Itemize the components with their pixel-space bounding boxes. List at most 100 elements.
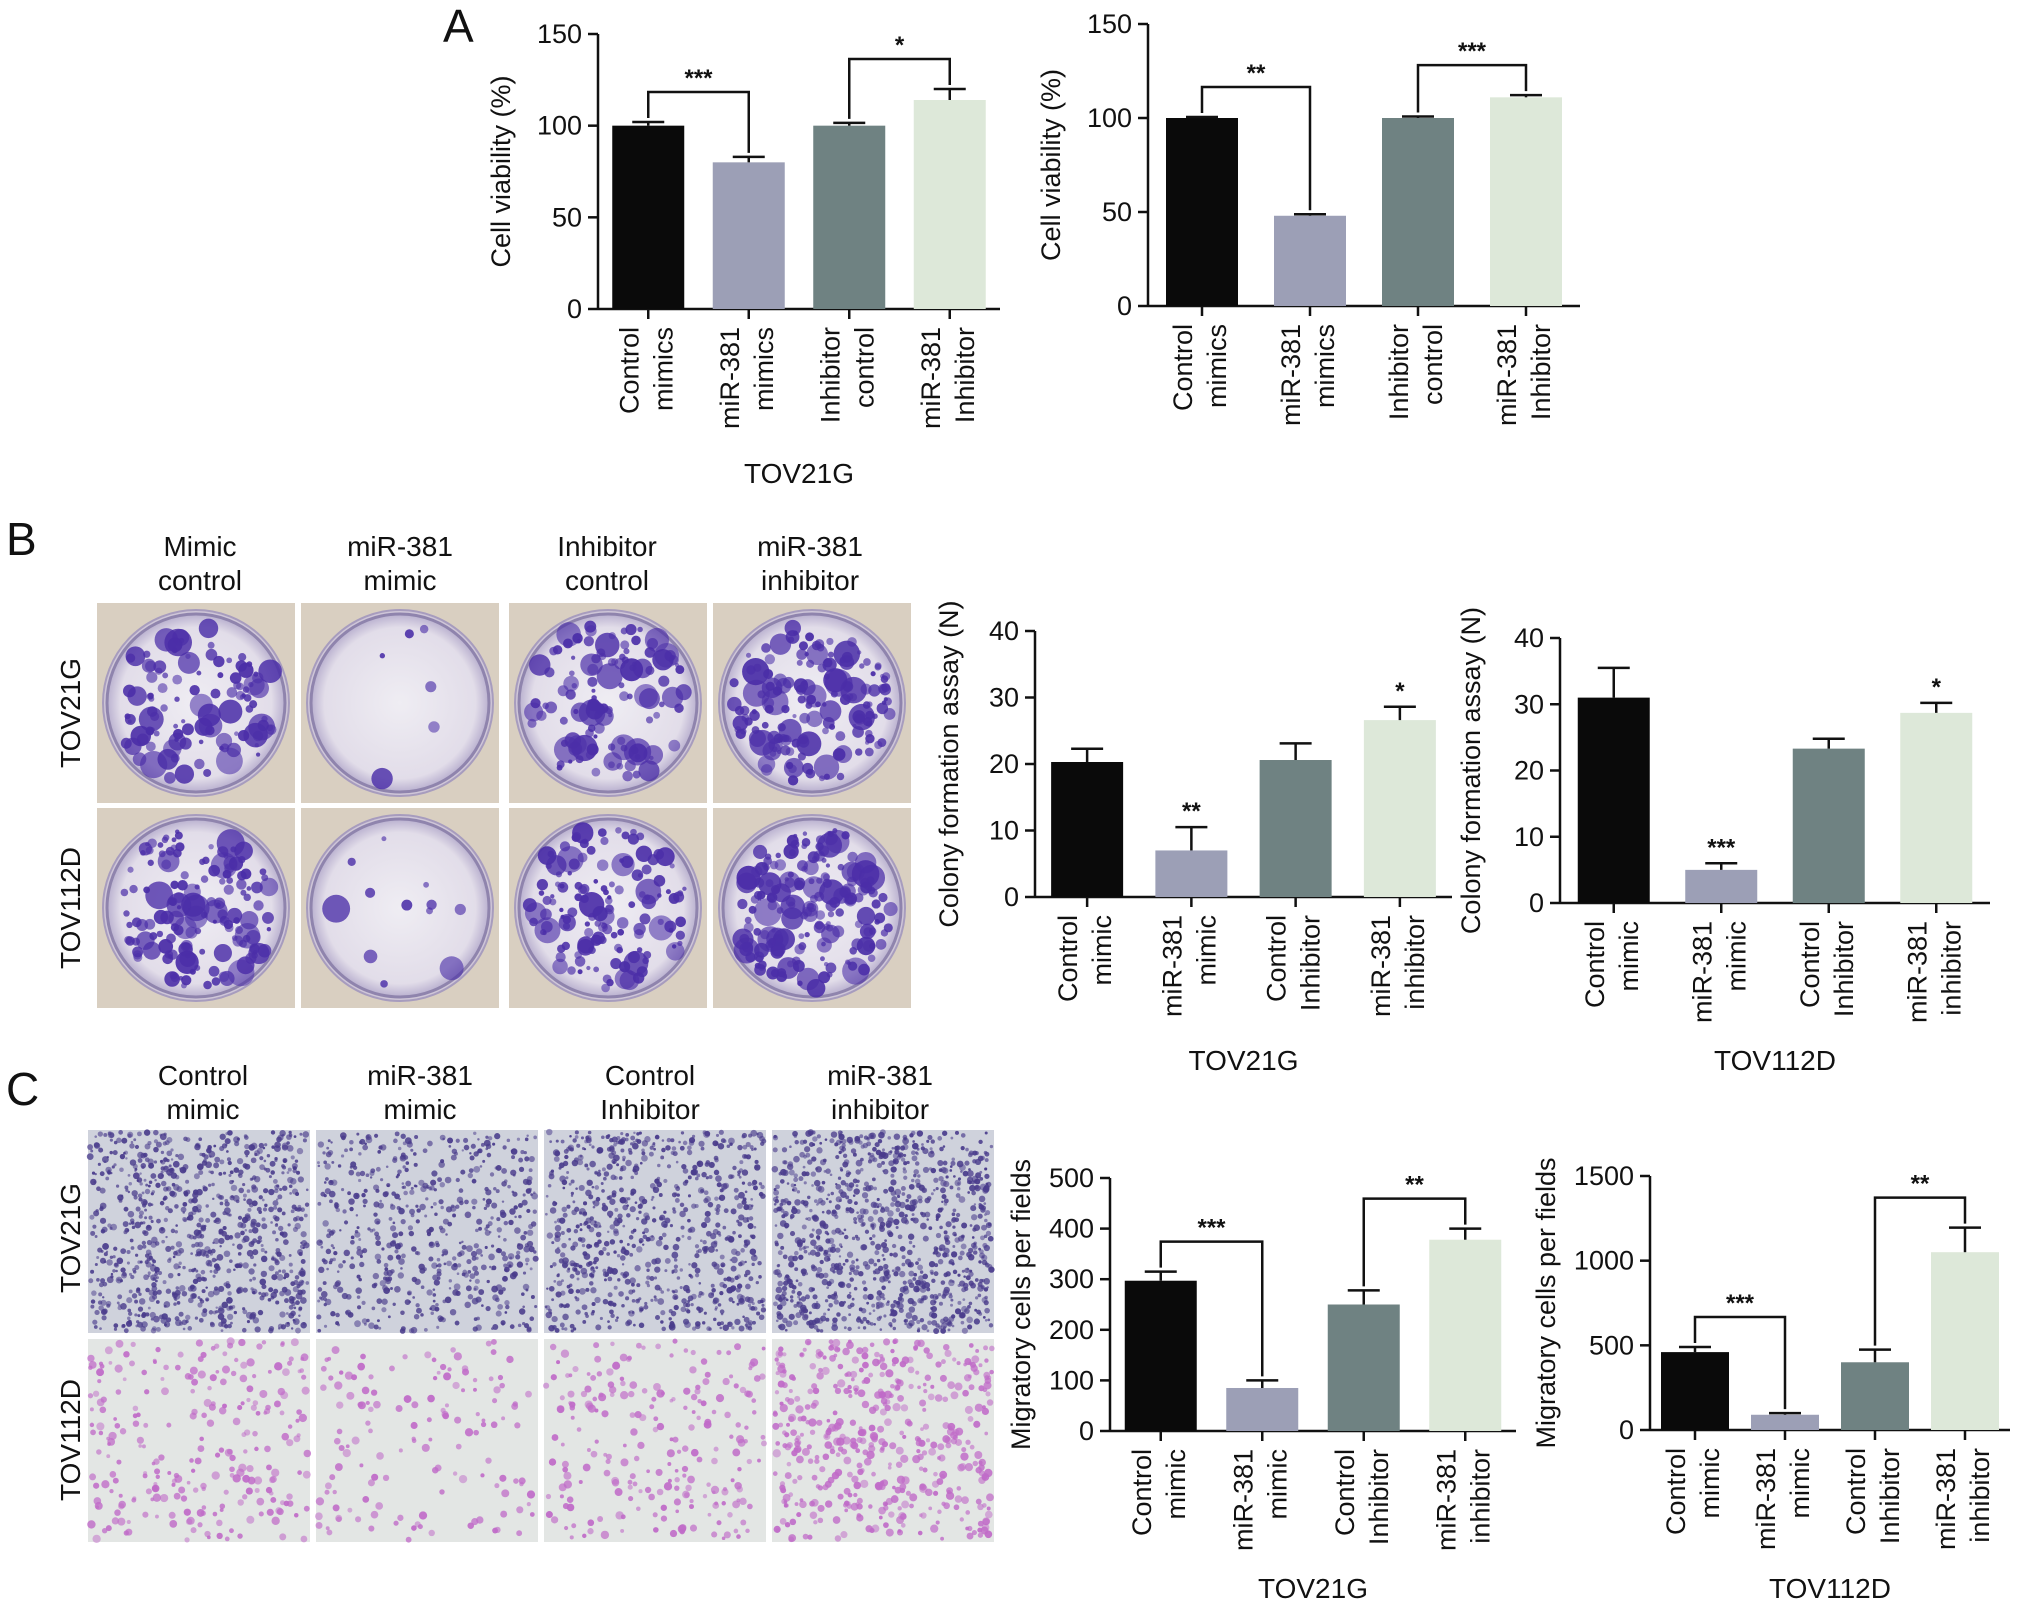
x-tick-label: Control mimics (1168, 324, 1232, 411)
transwell-micrograph (86, 1129, 310, 1334)
x-tick-label: miR-381 mimic (1157, 915, 1221, 1017)
y-tick-label: 30 (1514, 689, 1544, 719)
transwell-row-label: TOV21G (55, 1183, 86, 1293)
y-tick-label: 40 (1514, 623, 1544, 653)
panel-label-a: A (443, 0, 474, 52)
chart-a1: 0 50 100 150 Cell viability (%) Control mimics… (486, 19, 1000, 489)
x-tick-label: miR-381 mimic (1751, 1448, 1815, 1550)
y-tick-label: 500 (1589, 1330, 1634, 1360)
y-tick-label: 50 (1102, 197, 1132, 227)
transwell-micrograph (772, 1338, 995, 1543)
y-tick-label: 0 (1529, 888, 1544, 918)
y-tick-label: 100 (537, 111, 582, 141)
colony-plate-photo (301, 808, 499, 1008)
transwell-micrograph (543, 1338, 767, 1542)
significance-label: *** (1458, 38, 1487, 65)
transwell-micrograph (315, 1339, 538, 1543)
x-tick-label: miR-381 mimics (1276, 324, 1340, 426)
colony-row-label: TOV21G (55, 658, 86, 768)
colony-plate-photo (97, 603, 295, 803)
bar (1429, 1239, 1502, 1431)
significance-bracket (1200, 85, 1312, 211)
x-tick-label: miR-381 inhibitor (1366, 915, 1430, 1017)
x-tick-label: miR-381 mimics (715, 327, 779, 429)
colony-plate-photo (97, 808, 295, 1008)
x-tick-label: miR-381 mimic (1687, 921, 1751, 1023)
chart-c1: 0 100 200 300 400 500 Migratory cells per fiel… (1006, 1159, 1516, 1604)
x-tick-label: Control Inhibitor (1330, 1449, 1394, 1545)
bar (1685, 869, 1758, 903)
bar (1363, 720, 1436, 897)
bar (1841, 1362, 1909, 1430)
y-tick-label: 300 (1049, 1264, 1094, 1294)
x-tick-label: miR-381 inhibitor (1902, 921, 1966, 1023)
transwell-micrograph (316, 1130, 539, 1334)
x-axis-label: TOV21G (1258, 1573, 1368, 1604)
y-axis-label: Migratory cells per fields (1531, 1157, 1561, 1448)
colony-column-label: miR-381 mimic (347, 531, 453, 596)
y-tick-label: 0 (1619, 1415, 1634, 1445)
bar (712, 162, 785, 309)
y-tick-label: 1500 (1574, 1161, 1634, 1191)
bar (1751, 1414, 1819, 1430)
significance-label: *** (1197, 1215, 1226, 1242)
significance-bracket (1159, 1240, 1264, 1377)
x-tick-label: Inhibitor control (815, 327, 879, 423)
y-tick-label: 500 (1049, 1163, 1094, 1193)
y-tick-label: 0 (1079, 1416, 1094, 1446)
bar (1274, 215, 1346, 306)
y-tick-label: 100 (1049, 1365, 1094, 1395)
x-tick-label: miR-381 Inhibitor (1492, 324, 1556, 426)
transwell-column-label: miR-381 inhibitor (827, 1060, 933, 1125)
y-tick-label: 1000 (1574, 1246, 1634, 1276)
y-axis-label: Colony formation assay (N) (1456, 607, 1486, 934)
colony-plate-photo (301, 603, 499, 803)
y-tick-label: 0 (1004, 882, 1019, 912)
bar (1792, 748, 1865, 903)
y-tick-label: 200 (1049, 1315, 1094, 1345)
x-tick-label: miR-381 inhibitor (1931, 1448, 1995, 1550)
significance-bracket (1416, 63, 1528, 113)
significance-label: ** (1405, 1172, 1424, 1199)
y-tick-label: 0 (567, 294, 582, 324)
x-tick-label: miR-381 mimic (1228, 1449, 1292, 1551)
colony-plate-photo (509, 808, 707, 1008)
y-tick-label: 0 (1117, 291, 1132, 321)
significance-label: *** (684, 65, 713, 92)
y-axis-label: Cell viability (%) (1036, 69, 1066, 261)
y-tick-label: 150 (537, 19, 582, 49)
transwell-column-label: miR-381 mimic (367, 1060, 473, 1125)
significance-label: *** (1707, 834, 1736, 861)
bar (1155, 850, 1228, 897)
panel-label-c: C (6, 1063, 39, 1115)
bar (1382, 118, 1454, 306)
y-tick-label: 20 (1514, 756, 1544, 786)
bar (813, 125, 886, 310)
significance-bracket (848, 57, 951, 119)
chart-b2: 0 10 20 30 40 Colony formation assay (N) Contr… (1456, 607, 1990, 1076)
transwell-row-label: TOV112D (55, 1379, 86, 1501)
significance-label: * (1395, 678, 1405, 705)
significance-label: *** (1726, 1290, 1755, 1317)
significance-label: * (895, 32, 905, 59)
significance-label: * (1932, 674, 1942, 701)
y-tick-label: 40 (989, 616, 1019, 646)
y-tick-label: 30 (989, 683, 1019, 713)
x-axis-label: TOV112D (1769, 1573, 1891, 1604)
bar (612, 125, 685, 310)
transwell-micrograph (544, 1128, 767, 1333)
colony-column-label: Mimic control (158, 531, 242, 596)
chart-a2: 0 50 100 150 Cell viability (%) Control mimics… (1036, 9, 1580, 426)
significance-bracket (1873, 1196, 1967, 1346)
significance-label: ** (1911, 1171, 1930, 1198)
bar (1166, 118, 1238, 306)
bar (1900, 712, 1973, 903)
x-tick-label: Control mimic (1053, 915, 1117, 1002)
transwell-column-label: Control Inhibitor (600, 1060, 700, 1125)
y-tick-label: 10 (989, 816, 1019, 846)
x-axis-label: TOV112D (1714, 1045, 1836, 1076)
y-tick-label: 50 (552, 202, 582, 232)
x-tick-label: Control mimic (1127, 1449, 1191, 1536)
